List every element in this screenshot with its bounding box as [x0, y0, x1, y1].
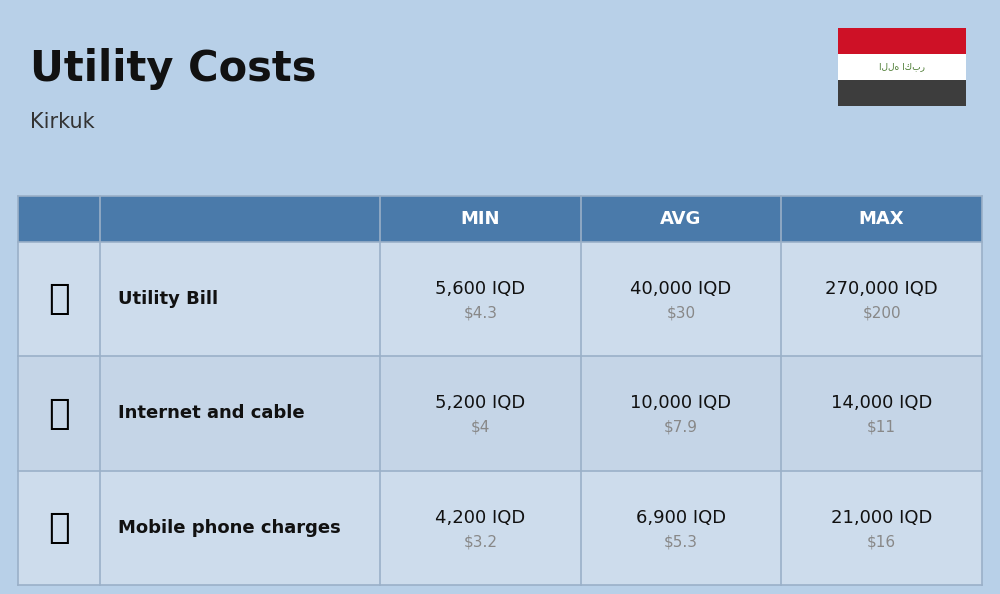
Text: 40,000 IQD: 40,000 IQD: [630, 280, 732, 298]
Text: 5,200 IQD: 5,200 IQD: [435, 394, 525, 412]
Text: $200: $200: [862, 306, 901, 321]
FancyBboxPatch shape: [838, 54, 966, 80]
Text: $30: $30: [666, 306, 696, 321]
FancyBboxPatch shape: [18, 356, 982, 470]
Text: $4.3: $4.3: [463, 306, 497, 321]
FancyBboxPatch shape: [838, 28, 966, 54]
Text: $7.9: $7.9: [664, 420, 698, 435]
Text: 🔧: 🔧: [48, 282, 70, 316]
Text: AVG: AVG: [660, 210, 702, 228]
Text: Internet and cable: Internet and cable: [118, 405, 305, 422]
FancyBboxPatch shape: [18, 196, 982, 242]
Text: $5.3: $5.3: [664, 535, 698, 549]
Text: Mobile phone charges: Mobile phone charges: [118, 519, 341, 537]
Text: 14,000 IQD: 14,000 IQD: [831, 394, 932, 412]
Text: 📶: 📶: [48, 397, 70, 431]
Text: 5,600 IQD: 5,600 IQD: [435, 280, 525, 298]
Text: $16: $16: [867, 535, 896, 549]
Text: 📱: 📱: [48, 511, 70, 545]
Text: Utility Costs: Utility Costs: [30, 48, 316, 90]
Text: $4: $4: [471, 420, 490, 435]
Text: 270,000 IQD: 270,000 IQD: [825, 280, 938, 298]
Text: MAX: MAX: [859, 210, 904, 228]
Text: Kirkuk: Kirkuk: [30, 112, 95, 132]
Text: $11: $11: [867, 420, 896, 435]
FancyBboxPatch shape: [838, 80, 966, 106]
Text: 4,200 IQD: 4,200 IQD: [435, 509, 525, 527]
Text: MIN: MIN: [461, 210, 500, 228]
Text: 10,000 IQD: 10,000 IQD: [630, 394, 732, 412]
Text: Utility Bill: Utility Bill: [118, 290, 218, 308]
Text: 6,900 IQD: 6,900 IQD: [636, 509, 726, 527]
Text: $3.2: $3.2: [463, 535, 497, 549]
Text: 21,000 IQD: 21,000 IQD: [831, 509, 932, 527]
FancyBboxPatch shape: [18, 470, 982, 585]
Text: الله اكبر: الله اكبر: [879, 62, 925, 71]
FancyBboxPatch shape: [18, 242, 982, 356]
